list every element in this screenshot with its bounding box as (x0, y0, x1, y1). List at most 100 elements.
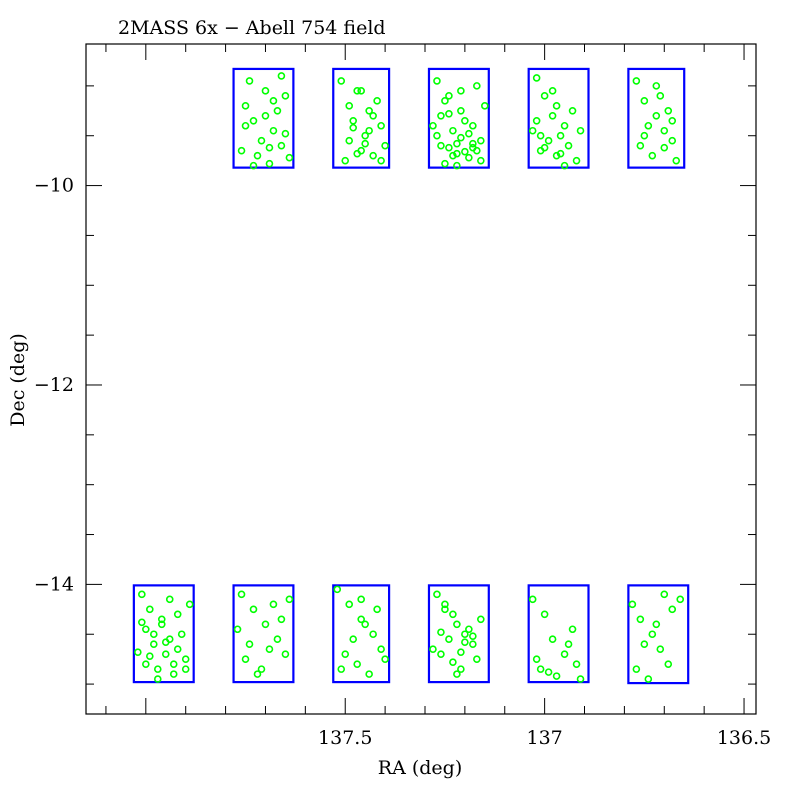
data-point (453, 161, 461, 170)
data-point (556, 131, 565, 140)
data-point (568, 107, 577, 115)
data-point (153, 675, 162, 683)
data-point (345, 102, 354, 110)
data-point (668, 116, 677, 125)
data-point (469, 139, 477, 148)
data-point (365, 670, 373, 678)
data-point (648, 630, 657, 639)
data-point (640, 97, 649, 105)
data-point (461, 147, 469, 156)
data-point (341, 156, 350, 165)
axis-ticks (86, 44, 756, 714)
data-point (429, 121, 437, 130)
y-tick-label: −10 (34, 175, 74, 197)
data-point (265, 159, 274, 168)
data-point (169, 660, 178, 668)
data-point (377, 645, 385, 653)
field-box (132, 584, 195, 684)
data-point (668, 605, 677, 614)
field-box (627, 584, 690, 685)
data-point (457, 648, 465, 656)
chart-title: 2MASS 6x − Abell 754 field (118, 17, 386, 39)
data-point (185, 600, 194, 609)
data-point (540, 92, 549, 100)
data-point (656, 92, 665, 100)
data-point (433, 590, 441, 599)
field-box (332, 584, 391, 684)
data-point (337, 77, 346, 85)
data-point (477, 615, 485, 624)
data-point (465, 129, 473, 138)
data-point (349, 116, 358, 125)
data-point (552, 151, 561, 160)
data-point (572, 156, 581, 165)
data-point (636, 615, 645, 624)
data-point (652, 620, 661, 629)
x-tick-label: 137.5 (318, 727, 372, 749)
data-point (142, 660, 150, 668)
data-point (169, 670, 178, 678)
data-point (157, 620, 166, 629)
data-point (477, 136, 485, 145)
data-point (277, 615, 286, 624)
data-point (146, 605, 154, 614)
data-point (528, 595, 537, 604)
data-point (449, 658, 457, 666)
data-point (429, 645, 437, 653)
data-point (249, 605, 258, 614)
data-point (676, 595, 685, 604)
data-point (528, 126, 537, 135)
data-point (373, 97, 381, 105)
data-point (437, 650, 445, 658)
data-point (481, 102, 489, 110)
field-box (332, 67, 391, 169)
data-points (134, 72, 685, 683)
x-tick-label: 137 (526, 727, 562, 749)
data-point (453, 149, 461, 158)
data-point (285, 153, 294, 162)
axis-tick-labels: 137.5 137 136.5 −10 −12 −14 (34, 175, 771, 749)
data-point (261, 111, 270, 120)
x-tick-label: 136.5 (717, 727, 771, 749)
field-box (527, 67, 590, 169)
data-point (477, 156, 485, 165)
data-point (361, 620, 369, 629)
data-point (437, 628, 445, 637)
data-point (668, 136, 677, 145)
data-point (453, 670, 461, 678)
data-point (640, 131, 649, 140)
data-point (357, 615, 365, 624)
data-point (285, 595, 294, 604)
data-point (345, 600, 354, 609)
data-point (560, 650, 569, 658)
data-point (381, 141, 389, 150)
data-point (261, 620, 270, 629)
data-point (249, 116, 258, 125)
data-point (181, 665, 190, 673)
data-point (253, 151, 262, 160)
data-point (660, 590, 669, 599)
data-point (253, 670, 262, 678)
data-point (648, 151, 657, 160)
data-point (142, 625, 150, 634)
data-point (257, 665, 266, 673)
data-point (369, 630, 377, 639)
data-point (281, 650, 290, 658)
data-point (369, 111, 377, 120)
data-point (664, 107, 673, 115)
data-point (373, 605, 381, 614)
data-point (636, 141, 645, 150)
data-point (138, 618, 146, 627)
data-point (465, 153, 473, 162)
field-boxes (132, 67, 690, 685)
data-point (269, 126, 278, 135)
data-point (644, 675, 653, 683)
data-point (277, 72, 286, 80)
data-point (157, 615, 166, 624)
data-point (377, 121, 385, 130)
data-point (552, 102, 561, 110)
data-point (265, 143, 274, 152)
data-point (437, 111, 445, 120)
data-point (652, 82, 661, 90)
data-point (544, 668, 553, 676)
